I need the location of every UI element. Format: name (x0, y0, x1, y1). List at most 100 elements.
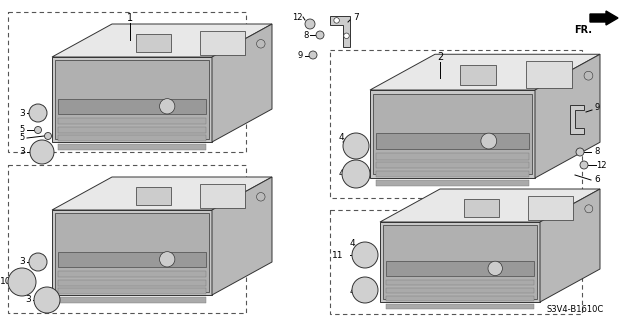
Bar (383, 225, 537, 299)
Text: 11: 11 (332, 250, 344, 259)
Text: 6: 6 (594, 175, 600, 184)
Circle shape (29, 253, 47, 271)
Polygon shape (136, 187, 172, 205)
Polygon shape (52, 177, 272, 210)
Bar (387, 261, 534, 276)
Polygon shape (528, 196, 573, 220)
Polygon shape (570, 105, 584, 134)
Bar (58, 144, 205, 150)
Bar (58, 118, 205, 124)
Bar (58, 280, 205, 286)
Circle shape (343, 133, 369, 159)
Bar (8, 12, 246, 152)
Circle shape (45, 132, 51, 139)
Text: 12: 12 (292, 12, 302, 21)
Circle shape (580, 161, 588, 169)
Polygon shape (212, 177, 272, 295)
Bar (387, 288, 534, 293)
Bar (58, 252, 205, 267)
Text: 3: 3 (25, 295, 31, 305)
Polygon shape (540, 189, 600, 302)
Circle shape (334, 18, 339, 23)
Bar (58, 99, 205, 114)
Polygon shape (52, 210, 212, 295)
Text: 1: 1 (127, 13, 133, 23)
Circle shape (481, 133, 497, 149)
Circle shape (34, 287, 60, 313)
Polygon shape (464, 199, 499, 217)
Polygon shape (380, 222, 540, 302)
Bar (58, 288, 205, 294)
Text: 5: 5 (19, 125, 24, 135)
Bar (376, 171, 529, 177)
Circle shape (576, 148, 584, 156)
Bar (330, 210, 582, 314)
Text: S3V4-B1610C: S3V4-B1610C (547, 306, 604, 315)
Circle shape (488, 261, 502, 276)
Circle shape (257, 40, 265, 48)
Text: 9: 9 (595, 103, 600, 113)
Bar (58, 297, 205, 303)
Bar (376, 162, 529, 168)
Text: 4: 4 (338, 132, 344, 142)
Polygon shape (200, 184, 245, 208)
Polygon shape (370, 90, 535, 178)
Circle shape (30, 140, 54, 164)
Polygon shape (370, 54, 600, 90)
Text: 8: 8 (303, 31, 308, 40)
Circle shape (316, 31, 324, 39)
Circle shape (352, 277, 378, 303)
Polygon shape (380, 189, 600, 222)
Text: 9: 9 (298, 51, 303, 61)
Circle shape (29, 104, 47, 122)
Circle shape (8, 268, 36, 296)
Bar (58, 271, 205, 277)
Bar (330, 50, 582, 198)
Bar (387, 279, 534, 285)
Circle shape (352, 242, 378, 268)
Text: 3: 3 (19, 147, 25, 157)
Bar (376, 153, 529, 160)
Text: 4: 4 (349, 240, 355, 249)
Text: 3: 3 (19, 108, 25, 117)
Text: 4: 4 (338, 169, 344, 179)
Text: 2: 2 (437, 52, 443, 62)
Bar (55, 60, 209, 138)
Bar (376, 133, 529, 149)
Circle shape (35, 127, 42, 133)
Circle shape (584, 71, 593, 80)
Circle shape (305, 19, 315, 29)
Circle shape (159, 99, 175, 114)
Circle shape (342, 160, 370, 188)
Text: 4: 4 (349, 287, 355, 296)
Bar (387, 296, 534, 301)
Text: 12: 12 (596, 160, 606, 169)
Polygon shape (52, 24, 272, 57)
Circle shape (344, 33, 349, 39)
Polygon shape (136, 34, 172, 52)
Polygon shape (52, 57, 212, 142)
Bar (376, 180, 529, 186)
Text: FR.: FR. (574, 25, 592, 35)
Circle shape (257, 193, 265, 201)
Polygon shape (200, 31, 245, 56)
Bar (58, 135, 205, 141)
Text: 3: 3 (19, 257, 25, 266)
Text: 5: 5 (19, 133, 24, 143)
Text: 7: 7 (353, 13, 359, 23)
Polygon shape (460, 65, 496, 85)
Bar (387, 304, 534, 309)
Polygon shape (525, 61, 572, 88)
Circle shape (585, 205, 593, 213)
Polygon shape (535, 54, 600, 178)
Bar (55, 213, 209, 292)
Polygon shape (212, 24, 272, 142)
Circle shape (309, 51, 317, 59)
Text: 8: 8 (595, 147, 600, 157)
Bar (373, 93, 532, 174)
FancyArrow shape (590, 11, 618, 25)
Circle shape (159, 252, 175, 267)
Bar (8, 165, 246, 313)
Bar (58, 127, 205, 133)
Polygon shape (330, 16, 350, 47)
